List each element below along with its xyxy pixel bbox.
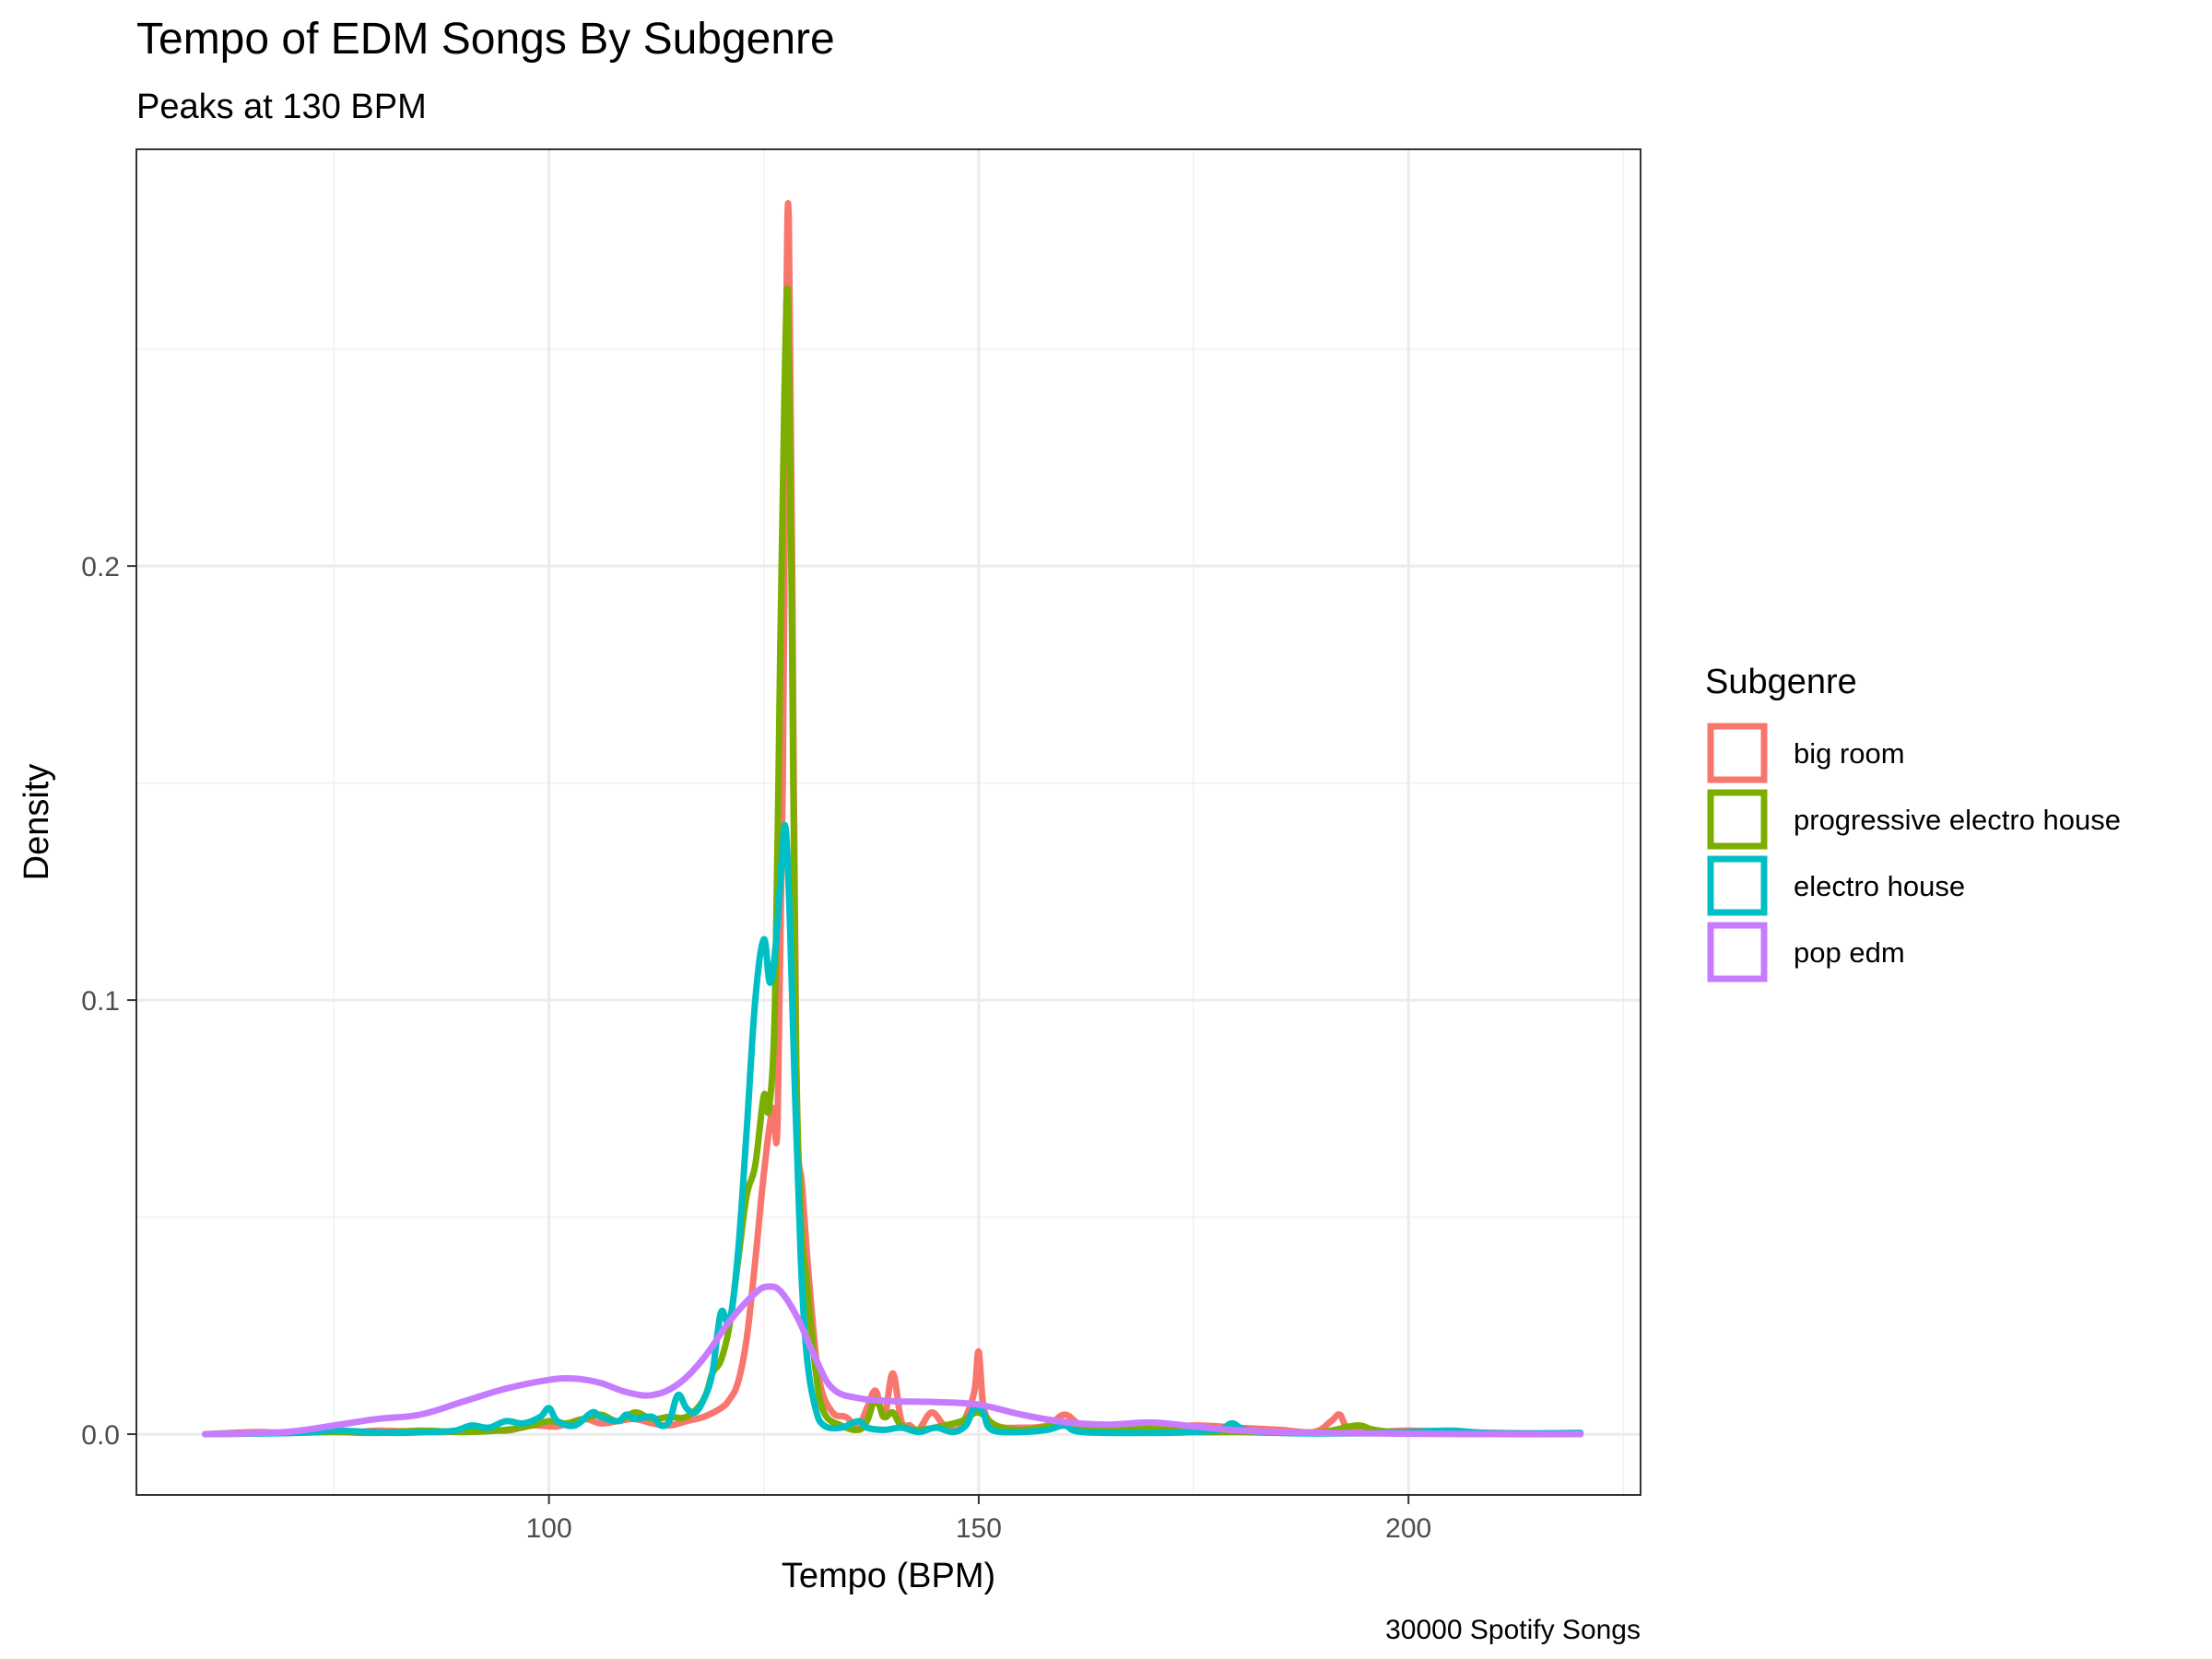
y-tick-label-2: 0.2 xyxy=(81,552,120,582)
x-axis-title: Tempo (BPM) xyxy=(782,1557,995,1595)
panel-border xyxy=(135,148,1641,1496)
series-line-pop-edm xyxy=(202,1283,1584,1438)
chart-title: Tempo of EDM Songs By Subgenre xyxy=(136,15,835,64)
series-lines xyxy=(202,200,1584,1438)
legend-key-pop-edm xyxy=(1707,922,1768,982)
x-tick-label-0: 100 xyxy=(526,1513,572,1544)
legend-key-big-room xyxy=(1707,723,1768,783)
legend-key-electro-house xyxy=(1707,855,1768,916)
series-line-electro-house xyxy=(202,821,1584,1438)
chart-caption: 30000 Spotify Songs xyxy=(1385,1615,1641,1645)
x-tick-label-2: 200 xyxy=(1385,1513,1431,1544)
plot-panel xyxy=(136,149,1641,1495)
legend-key-progressive-electro-house xyxy=(1707,789,1768,850)
legend-label-pop-edm: pop edm xyxy=(1794,936,1905,969)
legend-title: Subgenre xyxy=(1705,663,1857,701)
chart-subtitle: Peaks at 130 BPM xyxy=(136,88,427,126)
y-axis-title: Density xyxy=(18,764,56,881)
axes: 100 150 200 0.0 0.1 0.2 xyxy=(81,552,1431,1544)
x-tick-label-1: 150 xyxy=(956,1513,1002,1544)
legend-label-electro-house: electro house xyxy=(1794,870,1965,902)
legend-label-big-room: big room xyxy=(1794,737,1905,770)
legend-label-progressive-electro-house: progressive electro house xyxy=(1794,804,2121,836)
y-tick-label-0: 0.0 xyxy=(81,1420,120,1451)
legend: Subgenre big room progressive electro hou… xyxy=(1705,663,2121,982)
y-tick-label-1: 0.1 xyxy=(81,986,120,1017)
